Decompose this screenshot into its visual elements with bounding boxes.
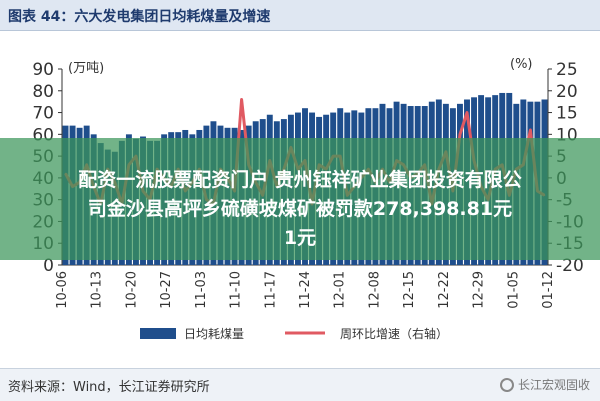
- x-tick-label: 01-05: [506, 271, 521, 309]
- caption-line-2: 司金沙县高坪乡硫磺坡煤矿被罚款278,398.81元: [87, 198, 513, 220]
- x-tick-label: 10-27: [159, 271, 174, 309]
- right-tick-label: -20: [556, 256, 584, 276]
- figure-footer: 资料来源：Wind，长江证券研究所 长江宏观固收: [0, 368, 600, 401]
- caption-line-3: 1元: [283, 227, 317, 249]
- x-tick-label: 01-12: [541, 271, 556, 309]
- source-note: 资料来源：Wind，长江证券研究所: [8, 380, 210, 395]
- x-tick-label: 12-08: [367, 271, 382, 309]
- watermark: 长江宏观固收: [499, 376, 590, 393]
- x-tick-label: 11-24: [298, 271, 313, 309]
- x-tick-label: 11-17: [263, 271, 278, 309]
- line-point: [466, 111, 468, 114]
- line-point: [240, 98, 243, 101]
- legend: 日均耗煤量 周环比增速（右轴）: [140, 326, 448, 341]
- left-axis-unit: (万吨): [68, 61, 104, 76]
- x-tick-label: 11-10: [229, 271, 244, 309]
- legend-line-label: 周环比增速（右轴）: [340, 326, 448, 341]
- watermark-label: 长江宏观固收: [517, 378, 590, 392]
- left-tick-label: 0: [43, 256, 54, 276]
- figure-title: 图表 44：六大发电集团日均耗煤量及增速: [8, 9, 271, 25]
- x-tick-label: 10-06: [55, 271, 70, 309]
- right-tick-label: 20: [556, 82, 578, 102]
- x-tick-label: 11-03: [194, 271, 209, 309]
- legend-bar-swatch: [140, 328, 176, 339]
- left-tick-label: 80: [32, 82, 54, 102]
- right-tick-label: 15: [556, 104, 578, 124]
- line-point: [529, 129, 532, 131]
- x-tick-label: 12-01: [333, 271, 348, 309]
- x-tick-label: 12-22: [437, 271, 452, 309]
- caption-text: 配资一流股票配资门户 贵州钰祥矿业集团投资有限公 司金沙县高坪乡硫磺坡煤矿被罚款…: [0, 166, 600, 253]
- x-tick-label: 10-13: [90, 271, 105, 309]
- figure-header: 图表 44：六大发电集团日均耗煤量及增速: [0, 0, 600, 31]
- left-tick-label: 70: [32, 104, 54, 124]
- legend-bar-label: 日均耗煤量: [184, 327, 244, 341]
- x-tick-label: 12-15: [402, 271, 417, 309]
- left-tick-label: 90: [32, 60, 54, 80]
- caption-line-1: 配资一流股票配资门户 贵州钰祥矿业集团投资有限公: [78, 169, 522, 191]
- x-tick-label: 10-20: [124, 271, 139, 309]
- x-axis-ticks: 10-06 10-13 10-20 10-27 11-03 11-10 11-17 11-24…: [55, 271, 556, 309]
- line-point: [459, 133, 461, 136]
- x-tick-label: 12-29: [472, 271, 487, 309]
- caption-overlay: 配资一流股票配资门户 贵州钰祥矿业集团投资有限公 司金沙县高坪乡硫磺坡煤矿被罚款…: [0, 138, 600, 260]
- right-tick-label: 25: [556, 60, 578, 80]
- right-axis-unit: (%): [510, 57, 533, 72]
- wechat-icon: [499, 378, 514, 392]
